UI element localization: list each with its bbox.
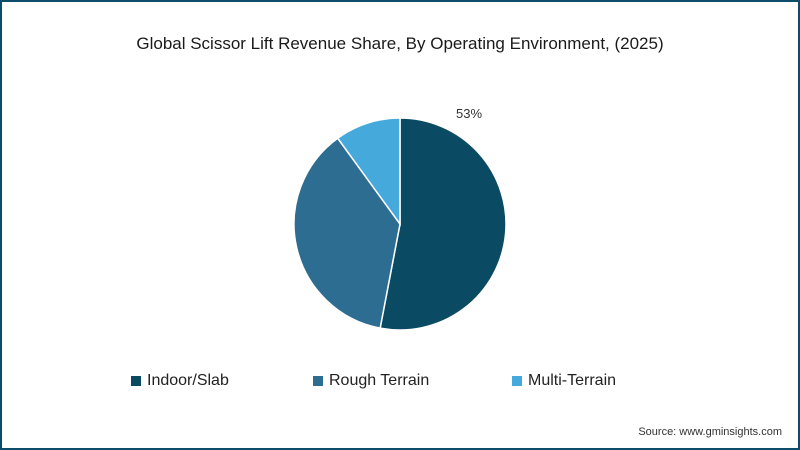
legend-swatch-icon [313,376,323,386]
legend-item-indoor-slab[interactable]: Indoor/Slab [131,372,229,390]
legend-label: Indoor/Slab [147,372,229,389]
legend-label: Multi-Terrain [528,372,617,389]
legend: Indoor/Slab Rough Terrain Multi-Terrain [0,372,800,392]
source-note: Source: www.gminsights.com [638,426,782,438]
chart-title: Global Scissor Lift Revenue Share, By Op… [136,34,664,53]
legend-label: Rough Terrain [329,372,430,389]
pie-slice-rough-terrain[interactable] [293,137,401,330]
legend-item-multi-terrain[interactable]: Multi-Terrain [512,372,616,390]
pie-slice-indoor-slab[interactable] [379,117,507,331]
pie-slice-multi-terrain[interactable] [336,117,401,227]
slice-label-indoor-slab: 53% [456,106,483,121]
legend-item-rough-terrain[interactable]: Rough Terrain [313,372,429,390]
legend-swatch-icon [131,376,141,386]
legend-swatch-icon [512,376,522,386]
